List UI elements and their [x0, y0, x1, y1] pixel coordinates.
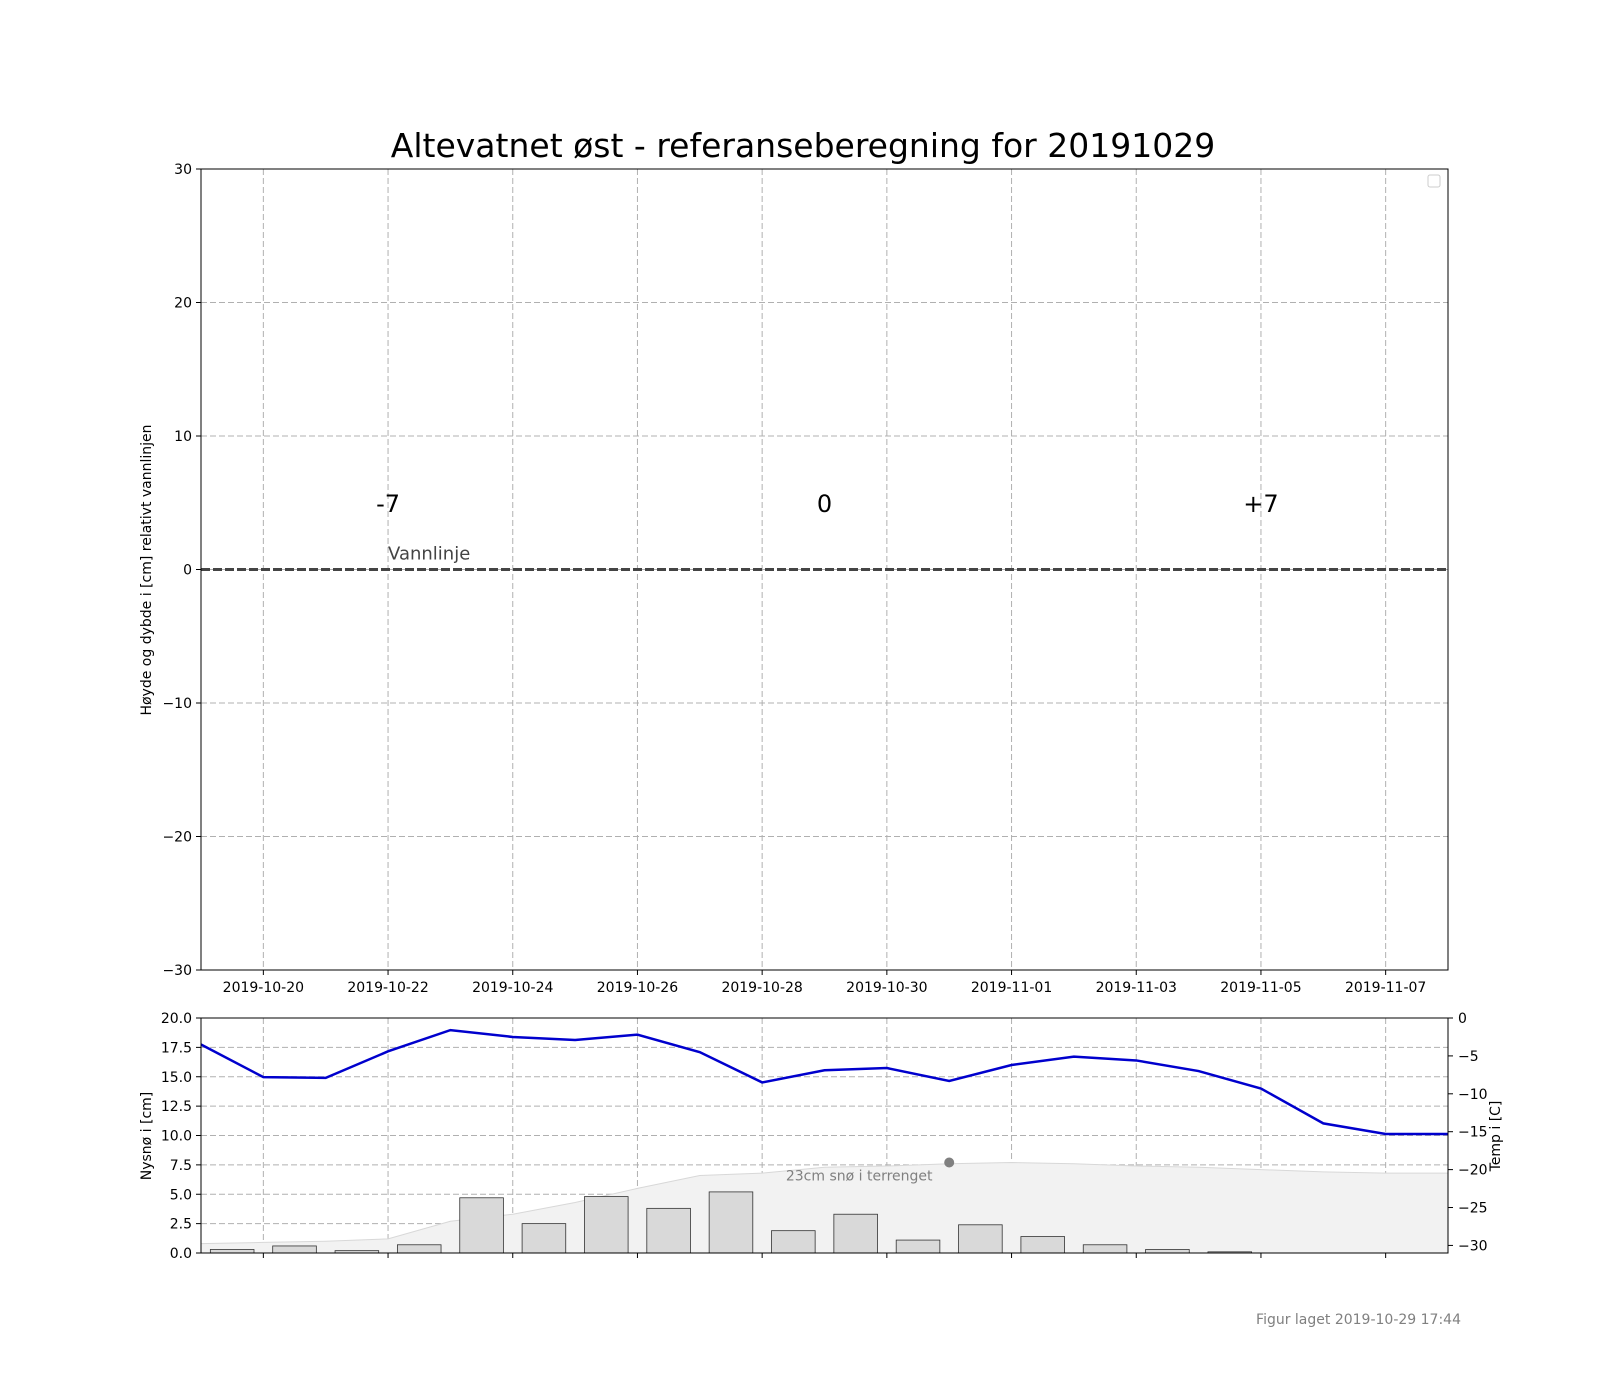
y-tick-label: 7.5	[170, 1158, 192, 1174]
new-snow-bar	[272, 1245, 317, 1254]
y-right-tick-label: 0	[1458, 1011, 1467, 1027]
day-offset-label: -7	[376, 490, 400, 518]
figure-timestamp: Figur laget 2019-10-29 17:44	[1256, 1312, 1461, 1328]
snow-depth-label: 23cm snø i terrenget	[786, 1169, 933, 1185]
x-tick-label: 2019-10-20	[223, 980, 304, 996]
y-tick-label: 2.5	[170, 1217, 192, 1233]
y-tick-label: 20.0	[161, 1011, 192, 1027]
new-snow-bar	[1082, 1244, 1128, 1254]
lower-x-axis	[262, 1253, 1387, 1258]
new-snow-bar	[771, 1230, 816, 1254]
y-tick-label: −10	[162, 696, 192, 712]
lower-right-y-axis-label: Temp i [C]	[1488, 1101, 1504, 1173]
day-offset-label: 0	[817, 490, 832, 518]
new-snow-bar	[209, 1249, 255, 1254]
new-snow-bar	[584, 1196, 629, 1254]
new-snow-bar	[1145, 1249, 1190, 1254]
x-tick-label: 2019-11-01	[971, 980, 1052, 996]
chart-title: Altevatnet øst - referanseberegning for …	[391, 126, 1215, 165]
new-snow-bar	[833, 1213, 878, 1254]
main-x-axis: 2019-10-20 2019-10-22 2019-10-24 2019-10-26…	[223, 970, 1426, 996]
x-tick-label: 2019-10-28	[721, 980, 802, 996]
y-right-tick-label: −10	[1458, 1087, 1488, 1103]
y-right-tick-label: −25	[1458, 1201, 1488, 1217]
new-snow-bar	[646, 1207, 691, 1254]
new-snow-bar	[397, 1244, 442, 1254]
y-tick-label: 15.0	[161, 1070, 192, 1086]
y-tick-label: 12.5	[161, 1099, 192, 1115]
y-tick-label: 20	[174, 296, 192, 312]
y-right-tick-label: −15	[1458, 1125, 1488, 1141]
main-y-axis-label: Høyde og dybde i [cm] relativt vannlinje…	[139, 424, 155, 715]
day-offset-label: +7	[1243, 490, 1278, 518]
new-snow-bar	[895, 1239, 941, 1254]
y-tick-label: 0	[183, 563, 192, 579]
y-right-tick-label: −5	[1458, 1049, 1479, 1065]
y-tick-label: 10	[174, 429, 192, 445]
snow-depth-area	[200, 1162, 1449, 1254]
main-plot-area: -7 0 +7 Vannlinje	[201, 490, 1448, 571]
y-right-tick-label: −20	[1458, 1163, 1488, 1179]
lower-left-y-axis-label: Nysnø i [cm]	[139, 1092, 155, 1181]
x-tick-label: 2019-10-30	[846, 980, 927, 996]
main-y-axis: 30 20 10 0 −10 −20 −30	[162, 162, 201, 979]
new-snow-bar	[459, 1197, 504, 1254]
new-snow-bar	[958, 1224, 1003, 1254]
new-snow-bar	[708, 1191, 754, 1254]
x-tick-label: 2019-10-22	[347, 980, 428, 996]
temperature-line	[200, 1028, 1448, 1136]
y-tick-label: 30	[174, 162, 192, 178]
lower-left-y-axis: 20.0 17.5 15.0 12.5 10.0 7.5 5.0 2.5 0.0	[161, 1011, 201, 1262]
y-tick-label: 10.0	[161, 1129, 192, 1145]
y-tick-label: −20	[162, 830, 192, 846]
new-snow-bar	[1020, 1236, 1065, 1254]
water-line-label: Vannlinje	[388, 543, 470, 564]
x-tick-label: 2019-11-03	[1096, 980, 1177, 996]
y-tick-label: 5.0	[170, 1187, 192, 1203]
x-tick-label: 2019-11-05	[1220, 980, 1301, 996]
snow-depth-marker	[944, 1157, 955, 1168]
x-tick-label: 2019-11-07	[1345, 980, 1426, 996]
lower-right-y-axis: 0 −5 −10 −15 −20 −25 −30	[1448, 1011, 1488, 1254]
new-snow-bar	[521, 1223, 567, 1254]
legend-box	[1427, 174, 1441, 188]
y-right-tick-label: −30	[1458, 1238, 1488, 1254]
lower-plot-area: 23cm snø i terrenget	[200, 1028, 1449, 1254]
x-tick-label: 2019-10-24	[472, 980, 553, 996]
y-tick-label: −30	[162, 963, 192, 979]
y-tick-label: 0.0	[170, 1246, 192, 1262]
x-tick-label: 2019-10-26	[597, 980, 678, 996]
y-tick-label: 17.5	[161, 1040, 192, 1056]
